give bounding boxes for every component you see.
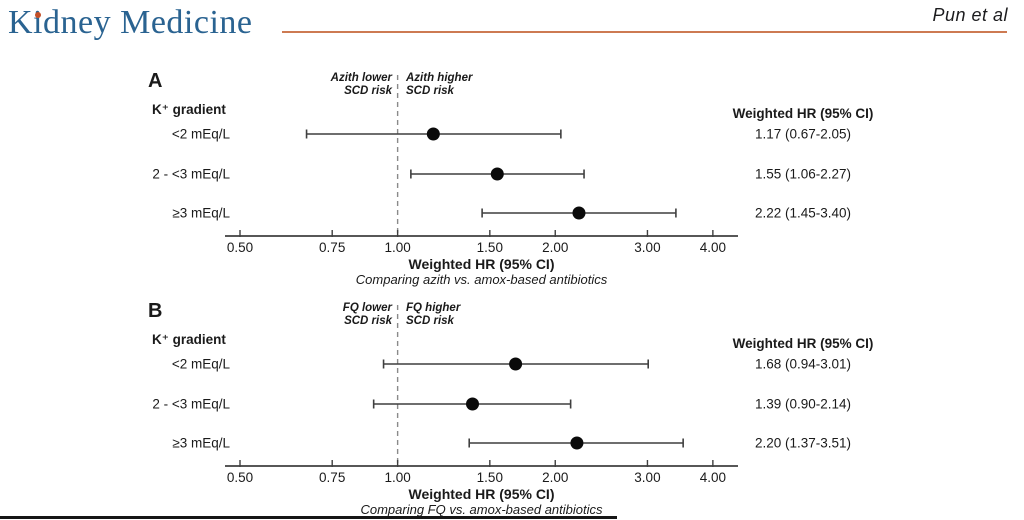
x-tick-label: 1.00 xyxy=(384,240,410,255)
panel-letter: B xyxy=(148,300,162,322)
category-label: <2 mEq/L xyxy=(172,357,231,372)
ref-label-right: FQ higher xyxy=(406,302,461,314)
hr-value-label: 1.39 (0.90-2.14) xyxy=(755,397,851,412)
ref-label-right: SCD risk xyxy=(406,315,455,327)
journal-logo: Kidney Medicine xyxy=(8,4,253,41)
value-column-header: Weighted HR (95% CI) xyxy=(733,106,874,121)
slide-bottom-border xyxy=(0,516,617,519)
x-tick-label: 2.00 xyxy=(542,470,568,485)
category-label: ≥3 mEq/L xyxy=(172,206,230,221)
x-tick-label: 1.50 xyxy=(477,240,503,255)
point-estimate xyxy=(426,127,440,141)
group-header: K⁺ gradient xyxy=(152,102,226,117)
point-estimate xyxy=(570,436,584,450)
hr-value-label: 1.68 (0.94-3.01) xyxy=(755,357,851,372)
point-estimate xyxy=(466,397,480,411)
category-label: 2 - <3 mEq/L xyxy=(152,167,230,182)
x-tick-label: 2.00 xyxy=(542,240,568,255)
x-tick-label: 4.00 xyxy=(700,470,726,485)
x-tick-label: 0.75 xyxy=(319,240,345,255)
journal-name: Kidney Medicine xyxy=(8,4,253,41)
category-label: <2 mEq/L xyxy=(172,127,231,142)
ref-label-left: SCD risk xyxy=(344,85,393,97)
header-rule xyxy=(282,31,1007,33)
ref-label-right: Azith higher xyxy=(405,72,473,84)
point-estimate xyxy=(572,206,586,220)
x-axis-caption: Comparing azith vs. amox-based antibioti… xyxy=(356,272,608,287)
x-tick-label: 3.00 xyxy=(634,240,660,255)
group-header: K⁺ gradient xyxy=(152,332,226,347)
ref-label-left: FQ lower xyxy=(343,302,393,314)
x-tick-label: 3.00 xyxy=(634,470,660,485)
x-tick-label: 1.00 xyxy=(384,470,410,485)
x-tick-label: 0.50 xyxy=(227,470,253,485)
category-label: 2 - <3 mEq/L xyxy=(152,397,230,412)
point-estimate xyxy=(509,357,523,371)
hr-value-label: 2.20 (1.37-3.51) xyxy=(755,436,851,451)
hr-value-label: 1.55 (1.06-2.27) xyxy=(755,167,851,182)
ref-label-left: Azith lower xyxy=(330,72,393,84)
category-label: ≥3 mEq/L xyxy=(172,436,230,451)
x-axis-caption: Comparing FQ vs. amox-based antibiotics xyxy=(360,502,603,517)
point-estimate xyxy=(490,167,504,181)
ref-label-right: SCD risk xyxy=(406,85,455,97)
x-tick-label: 1.50 xyxy=(477,470,503,485)
panel-letter: A xyxy=(148,70,162,92)
x-axis-title: Weighted HR (95% CI) xyxy=(409,256,555,272)
hr-value-label: 2.22 (1.45-3.40) xyxy=(755,206,851,221)
ref-label-left: SCD risk xyxy=(344,315,393,327)
x-axis-title: Weighted HR (95% CI) xyxy=(409,486,555,502)
author-byline: Pun et al xyxy=(932,5,1008,25)
hr-value-label: 1.17 (0.67-2.05) xyxy=(755,127,851,142)
x-tick-label: 0.75 xyxy=(319,470,345,485)
x-tick-label: 0.50 xyxy=(227,240,253,255)
x-tick-label: 4.00 xyxy=(700,240,726,255)
value-column-header: Weighted HR (95% CI) xyxy=(733,336,874,351)
logo-i-dot-icon xyxy=(35,12,41,18)
